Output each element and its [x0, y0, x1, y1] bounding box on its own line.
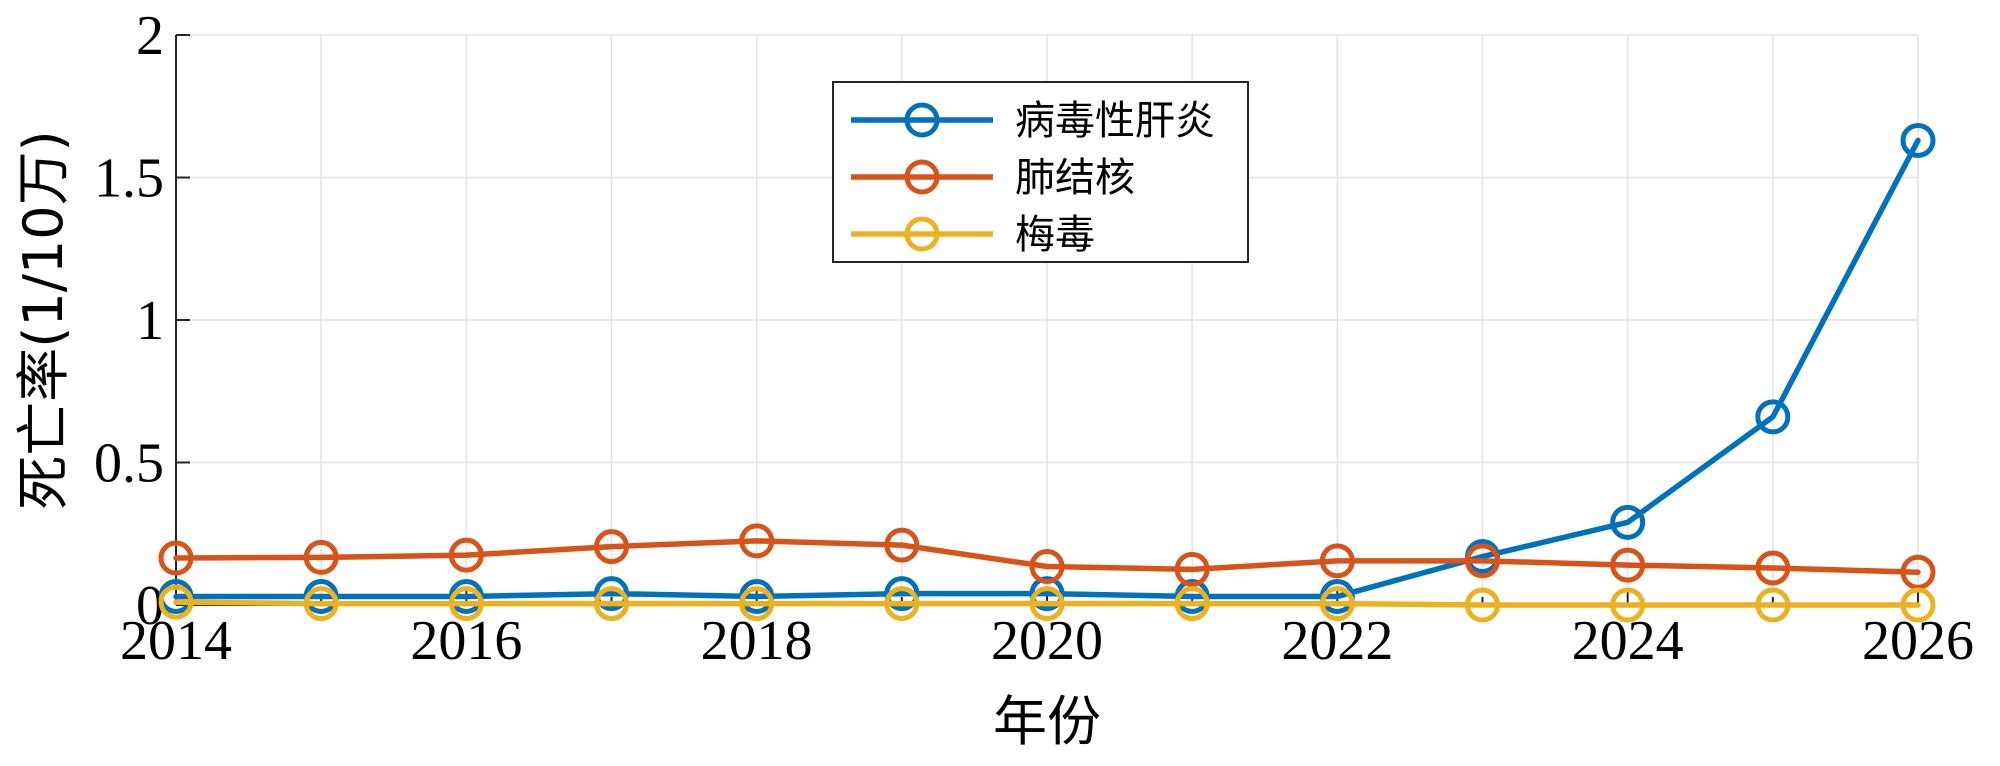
data-point: [1755, 587, 1791, 623]
series: [158, 122, 1936, 623]
x-tick-label: 2014: [120, 610, 232, 672]
legend-label: 病毒性肝炎: [1015, 98, 1215, 144]
data-point: [1610, 504, 1646, 540]
data-point: [1465, 587, 1500, 623]
data-point: [1029, 576, 1065, 612]
legend-marker: [904, 102, 940, 138]
series-line-2: [173, 538, 1921, 575]
data-point: [884, 527, 920, 563]
data-point: [1755, 399, 1791, 435]
legend-marker: [904, 159, 940, 195]
data-point: [303, 586, 339, 622]
data-point: [1174, 551, 1210, 587]
y-tick-label: 1.5: [94, 148, 164, 210]
legend-marker: [904, 216, 940, 252]
data-point: [448, 586, 484, 622]
data-point: [1174, 586, 1210, 622]
y-tick-label: 2: [136, 5, 164, 67]
data-point: [158, 540, 194, 576]
data-point: [448, 537, 484, 573]
y-axis-title: 死亡率(1/10万): [12, 130, 75, 509]
legend-label: 肺结核: [1015, 155, 1135, 201]
data-point: [1319, 586, 1355, 622]
y-tick-label: 0.5: [94, 433, 164, 495]
data-point: [739, 586, 775, 622]
data-point: [739, 523, 775, 559]
data-point: [884, 586, 920, 622]
data-point: [594, 576, 629, 612]
series-line-1: [173, 137, 1921, 600]
data-point: [158, 584, 194, 620]
data-point: [1900, 554, 1936, 590]
data-point: [1900, 122, 1936, 158]
data-point: [303, 539, 339, 575]
y-tick-label: 1: [136, 290, 164, 352]
x-axis-title: 年份: [993, 690, 1101, 753]
data-point: [1319, 543, 1355, 579]
data-point: [594, 529, 629, 565]
data-point: [1755, 550, 1791, 586]
data-point: [1610, 547, 1646, 583]
data-point: [1900, 587, 1936, 623]
legend-label: 梅毒: [1015, 212, 1095, 258]
data-point: [884, 576, 920, 612]
data-point: [1029, 549, 1065, 585]
data-point: [594, 586, 629, 622]
data-point: [1465, 543, 1500, 579]
series-line-3: [173, 599, 1921, 608]
data-point: [1610, 587, 1646, 623]
data-point: [1029, 586, 1065, 622]
